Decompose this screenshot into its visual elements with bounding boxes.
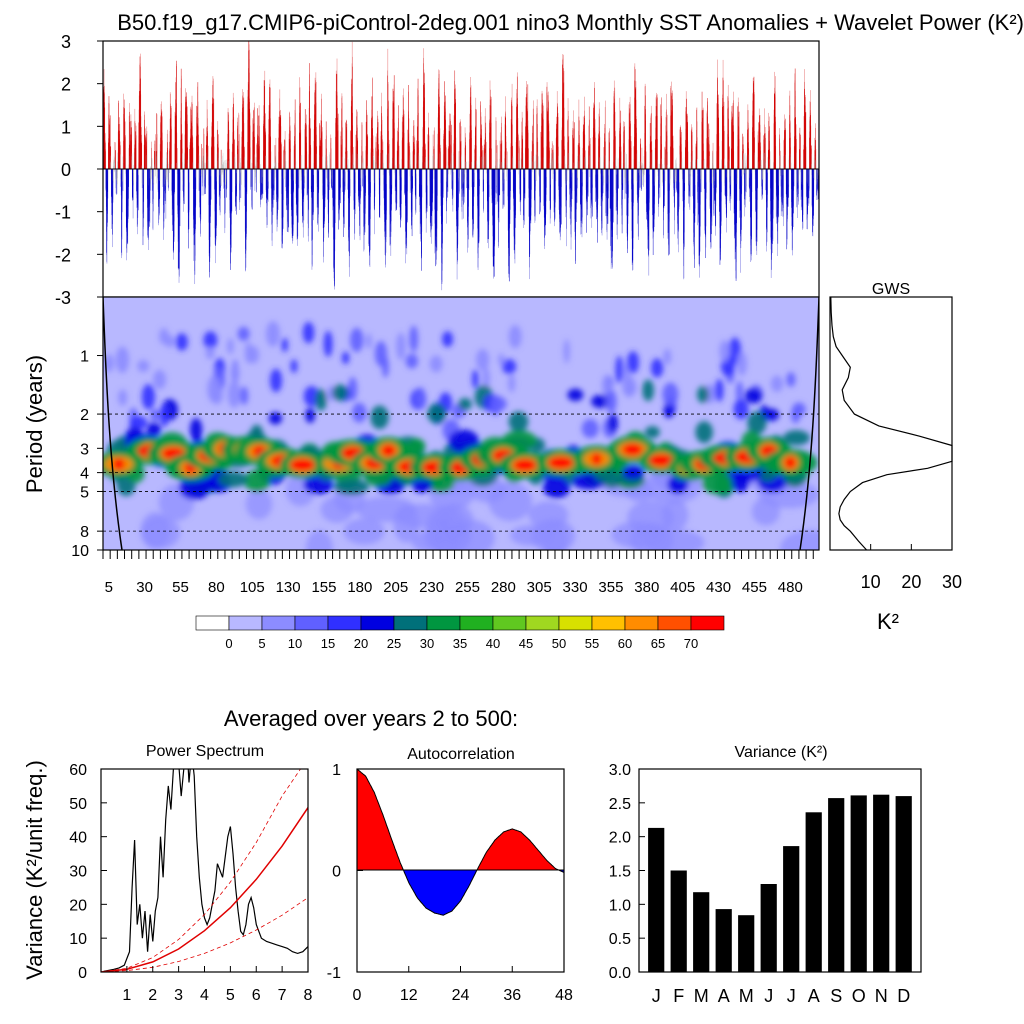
main-title: B50.f19_g17.CMIP6-piControl-2deg.001 nin…: [117, 10, 1024, 35]
timeseries-bars: [103, 41, 819, 291]
